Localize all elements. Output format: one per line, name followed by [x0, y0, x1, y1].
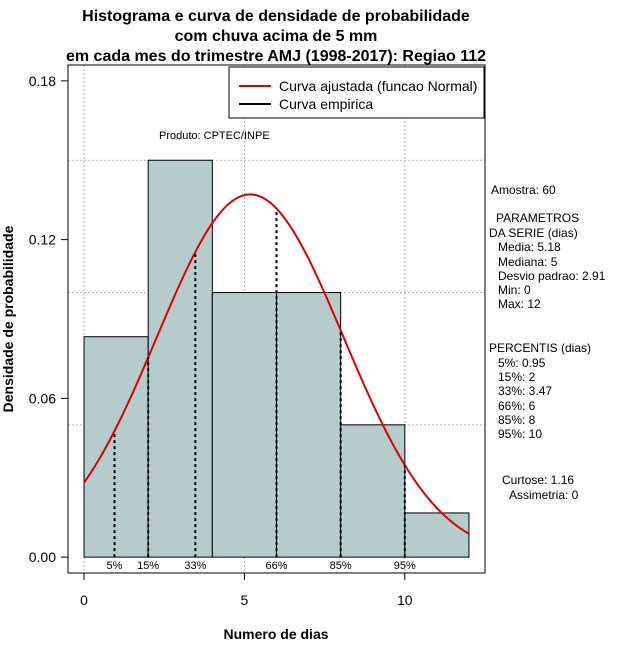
legend-label-empirical: Curva empirica [279, 96, 373, 112]
histogram-bar-2 [211, 292, 278, 558]
y-axis: 0.00 0.06 0.12 0.18 [29, 73, 68, 565]
histogram-bar-4 [340, 424, 406, 558]
stat-media: Media: 5.18 [498, 240, 561, 254]
histogram-bar-1 [147, 159, 213, 558]
stat-p95: 95%: 10 [498, 427, 542, 441]
stat-mediana: Mediana: 5 [498, 255, 558, 269]
stat-p15: 15%: 2 [498, 370, 536, 384]
chart-title-line-1: Histograma e curva de densidade de proba… [82, 8, 470, 25]
x-tick-label-0: 0 [80, 592, 88, 608]
y-tick-label-2: 0.12 [29, 232, 56, 248]
x-tick-label-1: 5 [241, 592, 249, 608]
product-annotation: Produto: CPTEC/INPE [159, 130, 270, 142]
stat-p85: 85%: 8 [498, 413, 536, 427]
histogram-bar-5 [404, 512, 470, 558]
percentile-layer: 5% 15% 33% 66% 85% 95% [107, 208, 416, 572]
percentile-label-4: 85% [330, 560, 352, 572]
y-tick-label-3: 0.18 [29, 73, 56, 89]
percentile-label-3: 66% [265, 560, 287, 572]
x-axis-title: Numero de dias [223, 626, 328, 642]
stat-min: Min: 0 [498, 283, 531, 297]
histogram-bar-3 [276, 292, 342, 558]
stat-param-title-2: DA SERIE (dias) [489, 226, 578, 240]
stat-amostra: Amostra: 60 [491, 183, 556, 197]
stat-assimetria: Assimetria: 0 [509, 488, 579, 502]
stat-p66: 66%: 6 [498, 399, 536, 413]
percentile-label-1: 15% [137, 560, 159, 572]
stat-param-title-1: PARAMETROS [496, 211, 579, 225]
stat-curtose: Curtose: 1.16 [502, 473, 574, 487]
y-tick-label-0: 0.00 [29, 549, 56, 565]
x-axis: 0 5 10 [80, 573, 413, 608]
histogram-bar-0 [83, 336, 149, 558]
chart-title-line-3: em cada mes do trimestre AMJ (1998-2017)… [66, 48, 486, 65]
y-axis-title: Densidade de probabilidade [0, 225, 16, 412]
percentile-label-5: 95% [394, 560, 416, 572]
stat-p5: 5%: 0.95 [498, 356, 546, 370]
stat-p33: 33%: 3.47 [498, 384, 552, 398]
percentile-label-2: 33% [184, 560, 206, 572]
stat-max: Max: 12 [498, 297, 541, 311]
chart-title-line-2: com chuva acima de 5 mm [175, 28, 378, 45]
stat-percentis-title: PERCENTIS (dias) [489, 341, 591, 355]
plot-frame [67, 64, 486, 574]
legend-box [228, 66, 485, 119]
stat-desvio: Desvio padrao: 2.91 [498, 269, 606, 283]
x-tick-label-2: 10 [397, 592, 413, 608]
percentile-label-0: 5% [107, 560, 123, 572]
stats-panel: Amostra: 60 PARAMETROS DA SERIE (dias) M… [489, 183, 606, 502]
bars-layer [83, 159, 470, 558]
legend-label-fitted: Curva ajustada (funcao Normal) [279, 78, 477, 94]
y-tick-label-1: 0.06 [29, 390, 56, 406]
legend: Curva ajustada (funcao Normal) Curva emp… [228, 66, 485, 119]
